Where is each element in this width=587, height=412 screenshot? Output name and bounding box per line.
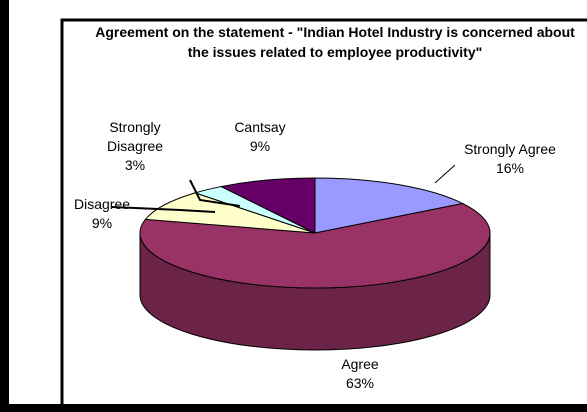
leader-line	[434, 164, 456, 184]
slice	[219, 177, 316, 234]
slice	[144, 192, 316, 234]
leader-line	[111, 206, 216, 213]
frame-left	[0, 0, 9, 412]
slice-label: Strongly Agree 16%	[464, 141, 556, 176]
frame-bottom	[0, 404, 587, 412]
slice-top	[314, 177, 465, 234]
slice-label: Disagree 9%	[73, 196, 131, 231]
slice-top	[219, 177, 316, 234]
slice-label: Strongly Disagree 3%	[106, 119, 164, 173]
slice	[139, 203, 491, 351]
leader-line	[189, 179, 241, 207]
slice	[314, 177, 465, 234]
slice-top	[144, 192, 316, 234]
pie	[139, 177, 491, 351]
slice-label: Agree 63%	[341, 356, 379, 391]
chart-title: Agreement on the statement - "Indian Hot…	[95, 24, 575, 60]
slice-label: Cantsay 9%	[234, 119, 286, 154]
frame-inner	[60, 18, 587, 412]
slice-top	[139, 203, 491, 289]
